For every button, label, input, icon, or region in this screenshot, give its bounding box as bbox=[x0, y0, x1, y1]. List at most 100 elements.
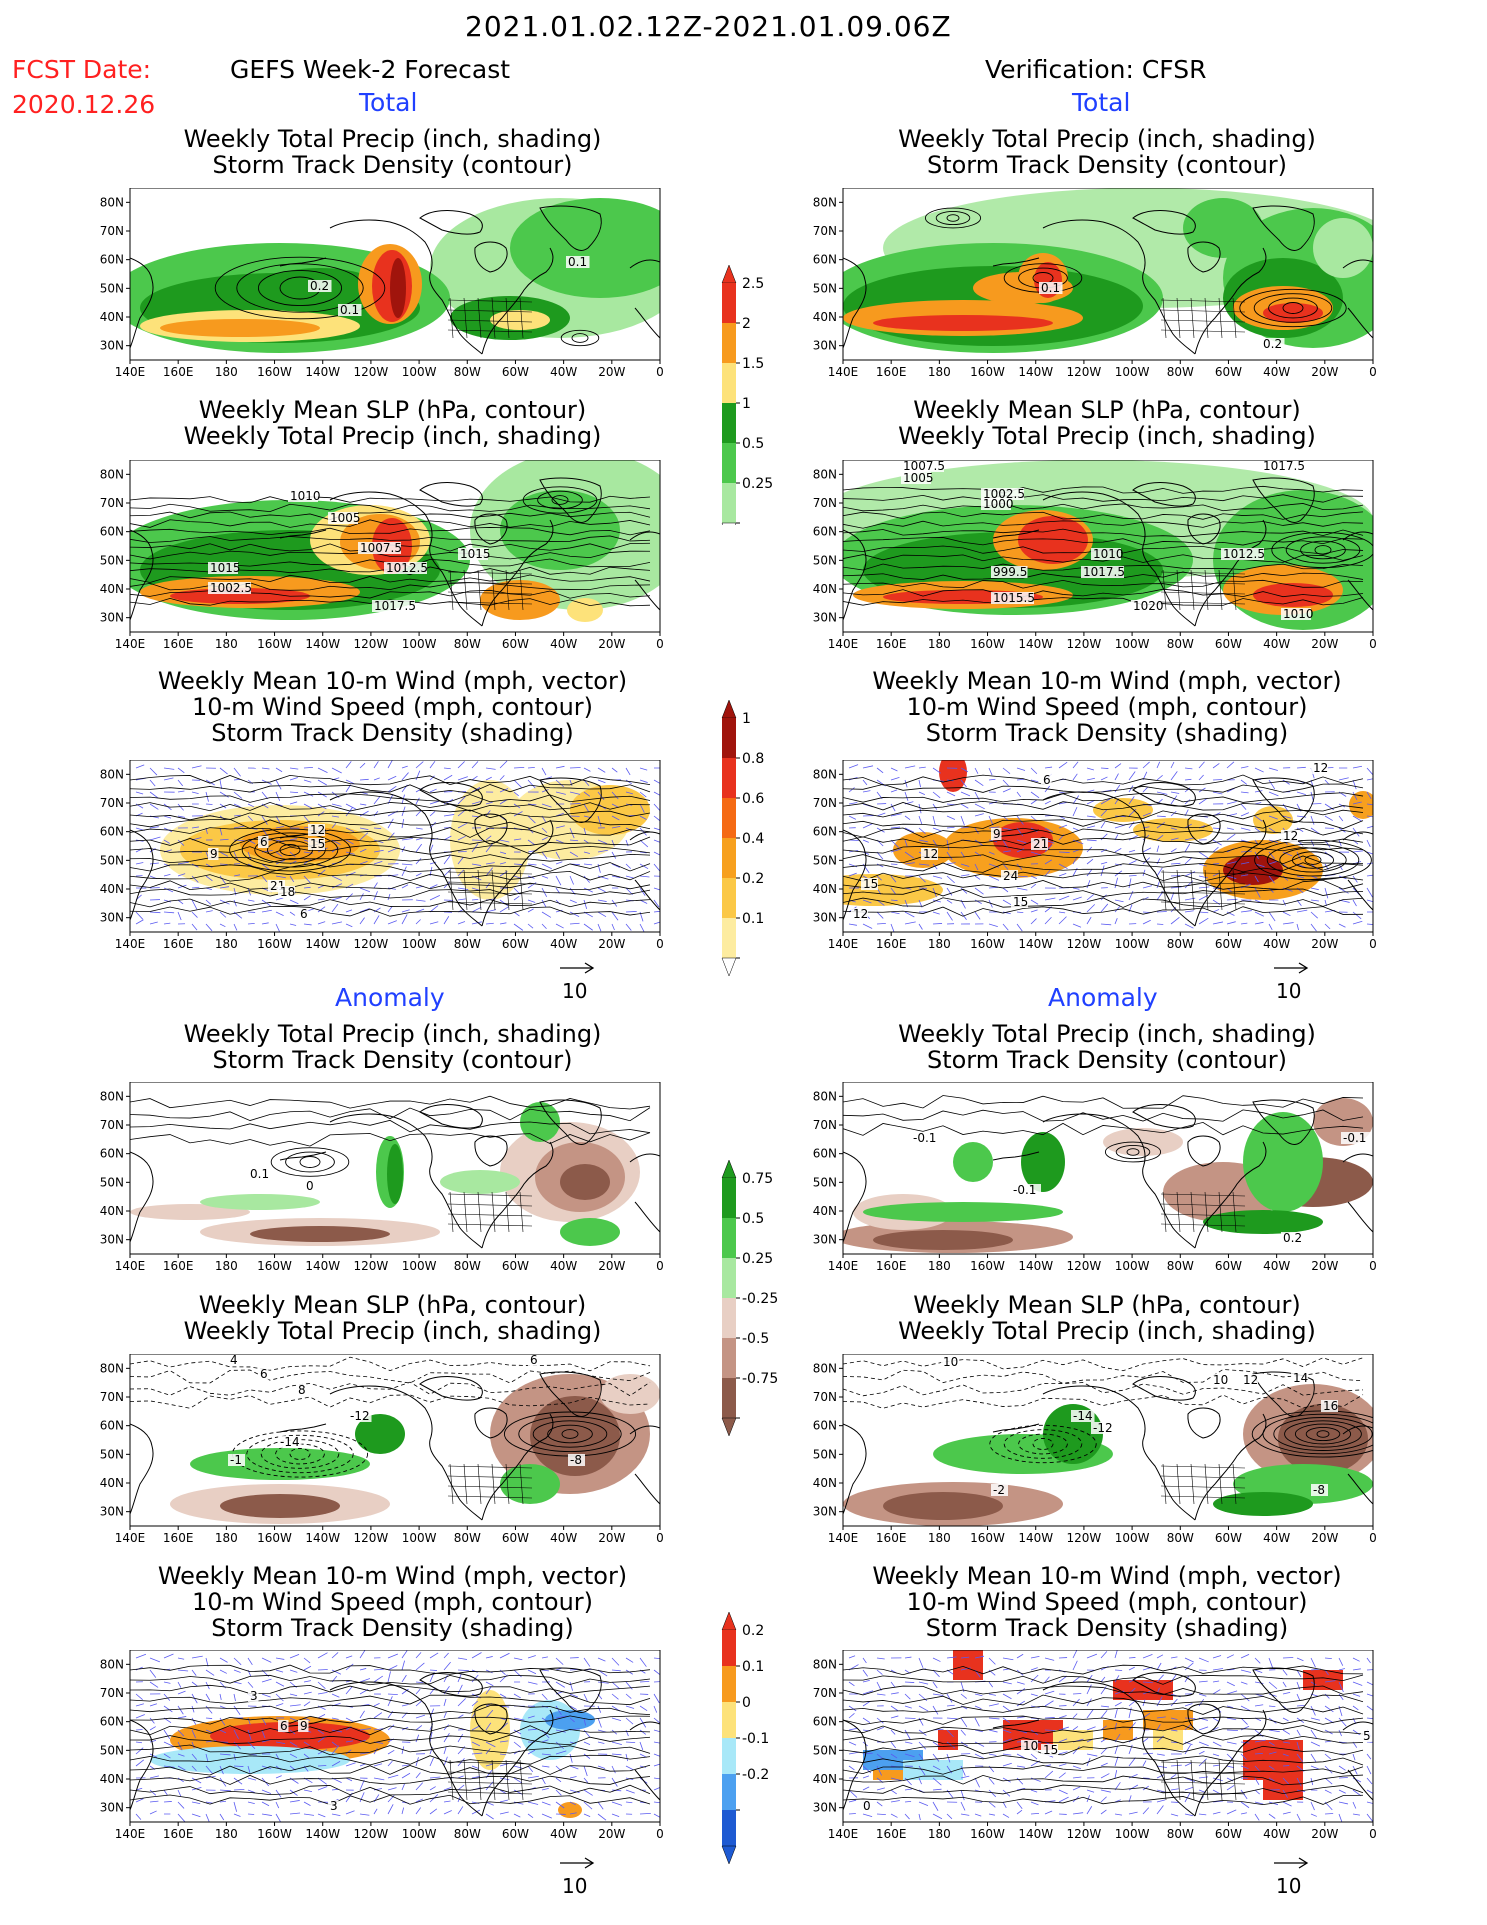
lat-tick-label: 60N bbox=[100, 1715, 124, 1729]
lon-tick-label: 40W bbox=[550, 1259, 577, 1273]
lon-tick-label: 160E bbox=[876, 365, 907, 379]
lon-tick-label: 100W bbox=[1115, 1531, 1150, 1545]
colorbar-label: 2.5 bbox=[742, 276, 764, 292]
lon-tick-label: 60W bbox=[502, 1827, 529, 1841]
lon-tick-label: 140W bbox=[305, 1259, 340, 1273]
lat-tick-label: 30N bbox=[100, 1801, 124, 1815]
lat-tick-label: 60N bbox=[813, 525, 837, 539]
lon-tick-label: 180 bbox=[928, 365, 951, 379]
lon-tick-label: 20W bbox=[598, 637, 625, 651]
vector-scale-arrow-icon bbox=[1274, 1857, 1309, 1869]
vector-scale-vf-anom: 10 bbox=[1272, 1855, 1312, 1898]
lon-tick-label: 60W bbox=[1215, 1259, 1242, 1273]
lon-tick-label: 0 bbox=[1369, 365, 1377, 379]
lon-tick-label: 140E bbox=[115, 1827, 146, 1841]
lon-tick-label: 120W bbox=[1067, 365, 1102, 379]
contour-label: 1015 bbox=[460, 547, 491, 561]
fc-total-slp-map: 1010 1005 1007.5 1012.5 1015 1017.5 1002.5 1015… bbox=[100, 460, 664, 651]
lon-tick-label: 160W bbox=[257, 937, 292, 951]
lon-tick-label: 180 bbox=[928, 1259, 951, 1273]
contour-label: 9 bbox=[300, 1719, 308, 1733]
colorbar-label: -0.5 bbox=[742, 1331, 769, 1347]
colorbar-bottom-cap bbox=[721, 1417, 737, 1437]
colorbar-top-cap bbox=[721, 700, 737, 719]
lon-tick-label: 140E bbox=[828, 1259, 859, 1273]
contour-label: 9 bbox=[210, 847, 218, 861]
colorbar-segment bbox=[722, 878, 736, 918]
title-line: Weekly Mean 10-m Wind (mph, vector) bbox=[872, 667, 1342, 695]
vf-total-slp-title: Weekly Mean SLP (hPa, contour) Weekly To… bbox=[842, 397, 1372, 449]
colorbar-bottom-cap bbox=[721, 522, 737, 525]
contour-label: 6 bbox=[280, 1719, 288, 1733]
contour-label: 1002.5 bbox=[210, 581, 252, 595]
contour-label: 9 bbox=[993, 827, 1001, 841]
title-line: Weekly Total Precip (inch, shading) bbox=[898, 1317, 1316, 1345]
contour-label: 1020 bbox=[1133, 599, 1164, 613]
title-line: Weekly Mean 10-m Wind (mph, vector) bbox=[157, 1562, 628, 1590]
lon-tick-label: 180 bbox=[215, 1531, 238, 1545]
vector-scale-vf-total: 10 bbox=[1272, 960, 1312, 1003]
lon-tick-label: 20W bbox=[1311, 637, 1338, 651]
colorbar-segment bbox=[722, 758, 736, 798]
lat-tick-label: 50N bbox=[813, 1447, 837, 1461]
left-total-label: Total bbox=[359, 88, 418, 117]
contour-label: 6 bbox=[1043, 773, 1051, 787]
colorbar-segment bbox=[722, 403, 736, 443]
lat-tick-label: 60N bbox=[100, 1147, 124, 1161]
lon-tick-label: 140E bbox=[828, 1827, 859, 1841]
lon-tick-label: 100W bbox=[402, 937, 437, 951]
colorbar-label: 0 bbox=[742, 1695, 751, 1711]
lon-tick-label: 160E bbox=[163, 937, 194, 951]
contour-label: 1017.5 bbox=[1083, 565, 1125, 579]
colorbar-label: -0.75 bbox=[742, 1371, 778, 1387]
lon-tick-label: 40W bbox=[1263, 937, 1290, 951]
lon-tick-label: 40W bbox=[550, 1827, 577, 1841]
lon-tick-label: 120W bbox=[354, 365, 389, 379]
fcst-date-label: FCST Date: bbox=[12, 55, 152, 84]
lat-tick-label: 40N bbox=[813, 1476, 837, 1490]
colorbar-top-cap bbox=[721, 1160, 737, 1179]
vf-total-wind-title: Weekly Mean 10-m Wind (mph, vector) 10-m… bbox=[842, 668, 1372, 746]
lat-tick-label: 80N bbox=[100, 195, 124, 209]
contour-label: 21 bbox=[1033, 837, 1048, 851]
lon-tick-label: 160W bbox=[257, 1827, 292, 1841]
lon-tick-label: 20W bbox=[1311, 1531, 1338, 1545]
title-line: Weekly Total Precip (inch, shading) bbox=[183, 1020, 602, 1048]
lon-tick-label: 20W bbox=[598, 1531, 625, 1545]
lat-tick-label: 40N bbox=[100, 882, 124, 896]
vf-total-wind-map: 6 12 12 9 21 24 15 15 12 12 80N 70N 60N 50N 40N 30N 140E… bbox=[813, 760, 1377, 951]
lat-tick-label: 80N bbox=[813, 467, 837, 481]
vf-total-slp-frame bbox=[842, 460, 1374, 633]
lat-tick-label: 70N bbox=[813, 1390, 837, 1404]
lon-tick-label: 100W bbox=[1115, 1259, 1150, 1273]
lon-tick-label: 120W bbox=[1067, 637, 1102, 651]
colorbar-label: 0.5 bbox=[742, 436, 764, 452]
lat-tick-label: 70N bbox=[100, 496, 124, 510]
lon-tick-label: 20W bbox=[1311, 365, 1338, 379]
lat-tick-label: 80N bbox=[100, 467, 124, 481]
right-anomaly-label: Anomaly bbox=[1048, 983, 1158, 1012]
title-line: Storm Track Density (shading) bbox=[925, 1614, 1289, 1642]
right-column-title: Verification: CFSR bbox=[985, 55, 1207, 84]
lon-tick-label: 60W bbox=[502, 937, 529, 951]
lat-tick-label: 70N bbox=[813, 1118, 837, 1132]
lon-tick-label: 40W bbox=[550, 1531, 577, 1545]
title-line: Storm Track Density (contour) bbox=[926, 151, 1288, 179]
colorbar-segment bbox=[722, 918, 736, 958]
contour-label: 4 bbox=[230, 1354, 238, 1367]
lon-tick-label: 180 bbox=[928, 937, 951, 951]
colorbar-label: 0.1 bbox=[742, 911, 764, 927]
contour-label: 12 bbox=[310, 823, 325, 837]
lon-tick-label: 100W bbox=[402, 637, 437, 651]
lon-tick-label: 140E bbox=[115, 1259, 146, 1273]
contour-label: 0.2 bbox=[1283, 1231, 1302, 1245]
lon-tick-label: 120W bbox=[354, 1827, 389, 1841]
lon-tick-label: 160W bbox=[257, 365, 292, 379]
contour-label: 15 bbox=[1043, 1743, 1058, 1757]
left-anomaly-label: Anomaly bbox=[335, 983, 445, 1012]
lat-tick-label: 70N bbox=[813, 1686, 837, 1700]
vector-scale-label: 10 bbox=[562, 979, 588, 1003]
lat-tick-label: 40N bbox=[813, 1204, 837, 1218]
fc-total-slp-frame bbox=[129, 460, 661, 633]
colorbar-label: 0.2 bbox=[742, 871, 764, 887]
